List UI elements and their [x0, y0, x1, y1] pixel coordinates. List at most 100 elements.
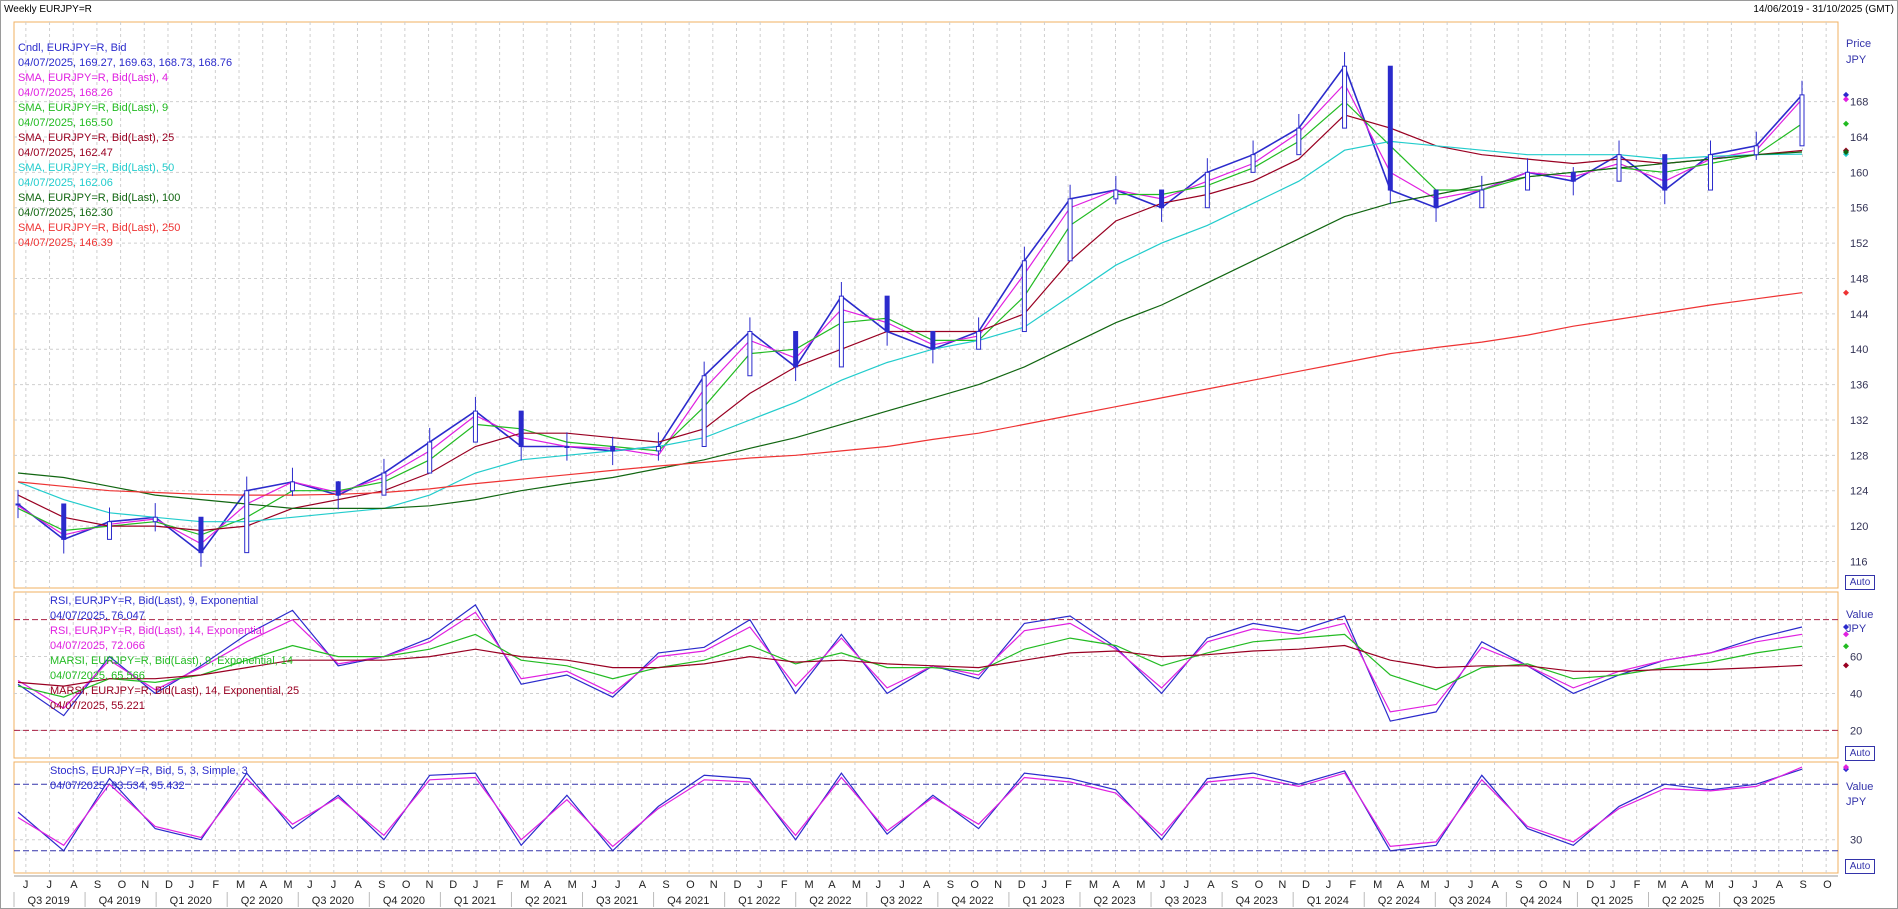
x-tick-label: S	[947, 879, 954, 891]
y-tick-label: 128	[1850, 450, 1868, 462]
x-tick-label: D	[449, 879, 457, 891]
last-value-marker	[1843, 643, 1849, 650]
x-tick-label: A	[1776, 879, 1784, 891]
quarter-label: Q4 2021	[667, 895, 709, 907]
y-tick-label: 140	[1850, 344, 1868, 356]
y-tick-label: 30	[1850, 835, 1862, 847]
rsi-auto-button[interactable]: Auto	[1845, 746, 1875, 761]
quarter-label: Q4 2023	[1236, 895, 1278, 907]
date-range: 14/06/2019 - 31/10/2025 (GMT)	[1753, 4, 1894, 15]
legend-value: 04/07/2025, 162.06	[18, 177, 113, 189]
x-tick-label: O	[970, 879, 979, 891]
quarter-label: Q3 2021	[596, 895, 638, 907]
candle-body	[838, 295, 844, 368]
legend-line: RSI, EURJPY=R, Bid(Last), 14, Exponentia…	[50, 625, 265, 637]
candle-body	[564, 446, 570, 448]
chart-title: Weekly EURJPY=R	[4, 4, 92, 15]
x-tick-label: A	[354, 879, 362, 891]
x-tick-label: M	[520, 879, 529, 891]
stoch-auto-button[interactable]: Auto	[1845, 859, 1875, 874]
legend-line: MARSI, EURJPY=R, Bid(Last), 14, Exponent…	[50, 685, 300, 697]
x-tick-label: F	[781, 879, 788, 891]
legend-value: 04/07/2025, 55.221	[50, 700, 145, 712]
quarter-label: Q2 2023	[1094, 895, 1136, 907]
candle-body	[106, 521, 112, 540]
x-tick-label: J	[876, 879, 882, 891]
candle-body	[1799, 94, 1805, 147]
y-tick-label: 40	[1850, 688, 1862, 700]
last-value-marker	[1843, 96, 1849, 103]
x-tick-label: M	[1136, 879, 1145, 891]
legend-value: 04/07/2025, 93.534, 95.432	[50, 780, 185, 792]
quarter-label: Q1 2024	[1307, 895, 1349, 907]
x-tick-label: O	[118, 879, 127, 891]
quarter-label: Q4 2019	[99, 895, 141, 907]
rsi-unit-title: Value	[1846, 609, 1874, 621]
candle-body	[1525, 171, 1531, 191]
quarter-label: Q2 2020	[241, 895, 283, 907]
candle-body	[1113, 189, 1119, 200]
y-tick-label: 144	[1850, 309, 1868, 321]
quarter-label: Q1 2022	[738, 895, 780, 907]
y-tick-label: 156	[1850, 203, 1868, 215]
quarter-label: Q4 2020	[383, 895, 425, 907]
candle-body	[381, 472, 387, 496]
y-tick-label: 124	[1850, 486, 1868, 498]
candle-body	[1708, 154, 1714, 191]
x-tick-label: M	[805, 879, 814, 891]
series-line	[17, 100, 1803, 536]
last-value-marker	[1843, 91, 1849, 98]
x-tick-label: F	[497, 879, 504, 891]
stoch-unit: JPY	[1846, 796, 1867, 808]
x-tick-label: A	[1681, 879, 1689, 891]
rsi-legend: RSI, EURJPY=R, Bid(Last), 9, Exponential…	[50, 594, 299, 714]
x-tick-label: J	[1444, 879, 1450, 891]
candle-body	[198, 516, 204, 554]
y-tick-label: 116	[1850, 556, 1868, 568]
quarter-label: Q3 2020	[312, 895, 354, 907]
x-tick-label: J	[899, 879, 905, 891]
quarter-label: Q1 2021	[454, 895, 496, 907]
x-tick-label: O	[402, 879, 411, 891]
x-tick-label: J	[1160, 879, 1166, 891]
x-tick-label: S	[94, 879, 101, 891]
x-tick-label: F	[1634, 879, 1641, 891]
x-tick-label: J	[1184, 879, 1190, 891]
x-tick-label: J	[23, 879, 29, 891]
legend-line: SMA, EURJPY=R, Bid(Last), 25	[18, 132, 175, 144]
x-tick-label: M	[852, 879, 861, 891]
price-auto-button[interactable]: Auto	[1845, 575, 1875, 590]
candle-body	[1296, 127, 1302, 156]
candle-body	[518, 410, 524, 447]
legend-value: 04/07/2025, 65.566	[50, 670, 145, 682]
candle-body	[1753, 145, 1759, 156]
x-tick-label: D	[1018, 879, 1026, 891]
x-tick-label: D	[733, 879, 741, 891]
candle-body	[427, 441, 433, 474]
x-tick-label: F	[1349, 879, 1356, 891]
y-tick-label: 120	[1850, 521, 1868, 533]
candle-body	[472, 410, 478, 443]
candle-body	[1570, 171, 1576, 182]
candle-body	[1662, 154, 1668, 191]
legend-line: SMA, EURJPY=R, Bid(Last), 9	[18, 102, 169, 114]
x-tick-label: J	[1468, 879, 1474, 891]
legend-value: 04/07/2025, 72.066	[50, 640, 145, 652]
series-line	[17, 114, 1803, 532]
x-tick-label: J	[47, 879, 53, 891]
candle-body	[152, 516, 158, 523]
last-value-marker	[1843, 149, 1849, 156]
x-tick-label: N	[1278, 879, 1286, 891]
x-tick-label: J	[331, 879, 337, 891]
quarter-label: Q4 2022	[951, 895, 993, 907]
x-tick-label: O	[686, 879, 695, 891]
candle-body	[244, 490, 250, 554]
quarter-label: Q2 2025	[1662, 895, 1704, 907]
x-tick-label: J	[189, 879, 195, 891]
x-tick-label: J	[1041, 879, 1047, 891]
legend-value: 04/07/2025, 162.47	[18, 147, 113, 159]
legend-line: SMA, EURJPY=R, Bid(Last), 4	[18, 72, 169, 84]
y-tick-label: 168	[1850, 97, 1868, 109]
x-tick-label: J	[473, 879, 479, 891]
